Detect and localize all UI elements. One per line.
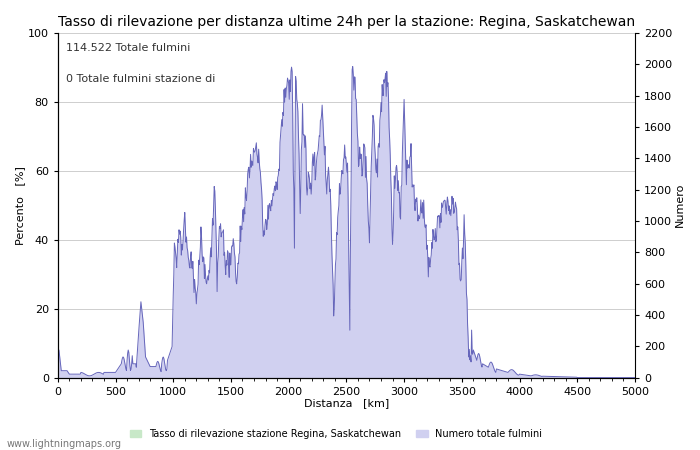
Y-axis label: Percento   [%]: Percento [%] [15,166,25,245]
Legend: Tasso di rilevazione stazione Regina, Saskatchewan, Numero totale fulmini: Tasso di rilevazione stazione Regina, Sa… [126,425,546,443]
X-axis label: Distanza   [km]: Distanza [km] [304,398,389,408]
Text: 0 Totale fulmini stazione di: 0 Totale fulmini stazione di [66,74,216,84]
Text: 114.522 Totale fulmini: 114.522 Totale fulmini [66,43,191,53]
Text: www.lightningmaps.org: www.lightningmaps.org [7,439,122,449]
Y-axis label: Numero: Numero [675,183,685,227]
Title: Tasso di rilevazione per distanza ultime 24h per la stazione: Regina, Saskatchew: Tasso di rilevazione per distanza ultime… [58,15,635,29]
